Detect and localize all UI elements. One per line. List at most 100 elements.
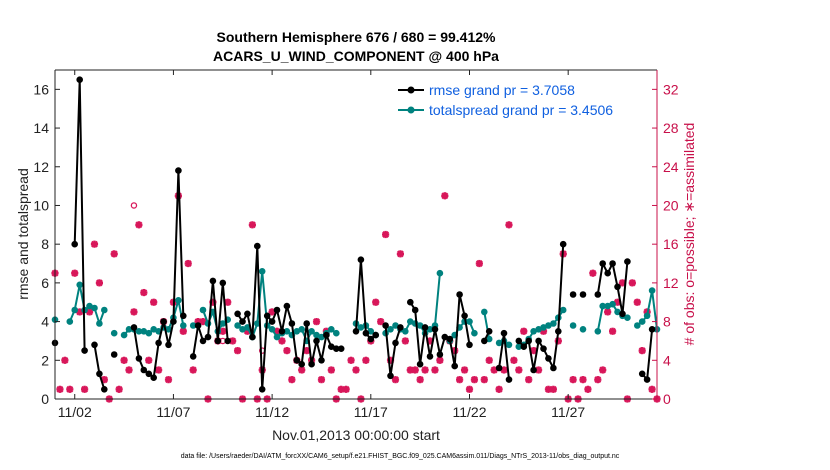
obs-assimilated-marker — [633, 298, 641, 306]
rmse-point — [520, 343, 528, 351]
totalspread-point — [273, 333, 281, 341]
x-tick-label: 11/07 — [156, 404, 190, 420]
rmse-point — [648, 326, 656, 333]
rmse-point — [110, 351, 118, 358]
obs-assimilated-marker — [150, 298, 158, 306]
rmse-point — [76, 76, 83, 83]
obs-assimilated-marker — [135, 221, 143, 229]
chart-title: Southern Hemisphere 676 / 680 = 99.412% — [217, 29, 497, 45]
obs-assimilated-marker — [391, 376, 400, 384]
obs-assimilated-marker — [396, 250, 405, 258]
rmse-point — [160, 318, 167, 325]
rmse-point — [604, 269, 611, 277]
obs-assimilated-marker — [431, 366, 439, 374]
rmse-point — [599, 260, 606, 267]
totalspread-point — [199, 306, 207, 314]
totalspread-point — [333, 329, 340, 337]
y2-tick-label: 28 — [663, 120, 679, 136]
x-axis-label: Nov.01,2013 00:00:00 start — [272, 427, 440, 443]
rmse-point — [638, 370, 646, 378]
totalspread-point — [481, 308, 488, 316]
totalspread-point — [189, 322, 197, 329]
totalspread-point — [466, 318, 473, 325]
obs-assimilated-marker — [110, 250, 118, 258]
obs-assimilated-marker — [604, 308, 612, 316]
obs-assimilated-marker — [71, 269, 79, 277]
totalspread-point — [643, 312, 651, 320]
obs-assimilated-marker — [342, 385, 350, 393]
legend-spread-marker — [407, 106, 415, 114]
rmse-point — [303, 320, 311, 327]
rmse-point — [352, 328, 360, 335]
rmse-point — [416, 360, 424, 368]
rmse-point — [258, 386, 266, 393]
rmse-point — [367, 335, 375, 343]
y-tick-label: 12 — [33, 159, 49, 175]
totalspread-point — [110, 329, 118, 337]
rmse-point — [333, 345, 340, 353]
rmse-point — [170, 318, 177, 325]
rmse-point — [273, 306, 281, 314]
rmse-point — [485, 328, 493, 335]
totalspread-point — [357, 324, 365, 331]
rmse-point — [461, 312, 468, 320]
rmse-point — [372, 331, 380, 339]
totalspread-point — [66, 318, 74, 325]
y-tick-label: 6 — [41, 275, 49, 291]
totalspread-point — [559, 306, 567, 314]
rmse-point — [555, 328, 562, 335]
totalspread-point — [569, 322, 577, 329]
rmse-point — [253, 242, 261, 250]
rmse-point — [234, 310, 241, 318]
totalspread-point — [416, 322, 424, 329]
rmse-point — [411, 306, 419, 314]
obs-assimilated-marker — [125, 366, 133, 374]
totalspread-point — [71, 306, 78, 314]
rmse-point — [219, 279, 227, 287]
obs-assimilated-marker — [327, 366, 335, 374]
obs-assimilated-marker — [525, 376, 533, 384]
rmse-point — [318, 357, 325, 364]
rmse-point — [515, 337, 523, 345]
obs-assimilated-marker — [416, 376, 424, 384]
legend-rmse-marker — [407, 86, 415, 94]
obs-assimilated-marker — [377, 317, 385, 326]
rmse-line — [236, 245, 342, 391]
obs-assimilated-marker — [599, 366, 607, 374]
totalspread-point — [175, 297, 182, 304]
rmse-point — [569, 291, 577, 298]
x-tick-label: 11/22 — [452, 404, 486, 420]
obs-assimilated-marker — [283, 347, 291, 355]
totalspread-point — [283, 328, 291, 335]
obs-assimilated-marker — [95, 279, 104, 287]
rmse-point — [189, 353, 197, 360]
rmse-point — [283, 302, 291, 310]
rmse-point — [71, 240, 78, 248]
rmse-point — [643, 376, 651, 383]
obs-assimilated-marker — [470, 376, 479, 384]
rmse-point — [328, 343, 335, 351]
totalspread-point — [125, 326, 133, 333]
obs-assimilated-marker — [81, 385, 89, 393]
totalspread-point — [545, 322, 552, 329]
rmse-point — [505, 376, 513, 383]
obs-assimilated-marker — [179, 327, 187, 335]
obs-assimilated-marker — [485, 356, 493, 364]
rmse-point — [421, 324, 429, 331]
totalspread-point — [308, 328, 315, 335]
totalspread-point — [614, 308, 621, 316]
y2-tick-label: 4 — [663, 352, 671, 368]
rmse-point — [357, 256, 365, 264]
totalspread-point — [530, 328, 537, 335]
rmse-point — [135, 355, 143, 362]
totalspread-point — [594, 328, 602, 335]
rmse-point — [209, 277, 217, 285]
rmse-point — [130, 324, 138, 331]
rmse-point — [298, 360, 306, 368]
obs-assimilated-marker — [56, 385, 64, 393]
rmse-point — [441, 333, 449, 341]
obs-assimilated-marker — [520, 327, 528, 335]
totalspread-point — [550, 320, 557, 327]
obs-assimilated-marker — [189, 366, 197, 374]
